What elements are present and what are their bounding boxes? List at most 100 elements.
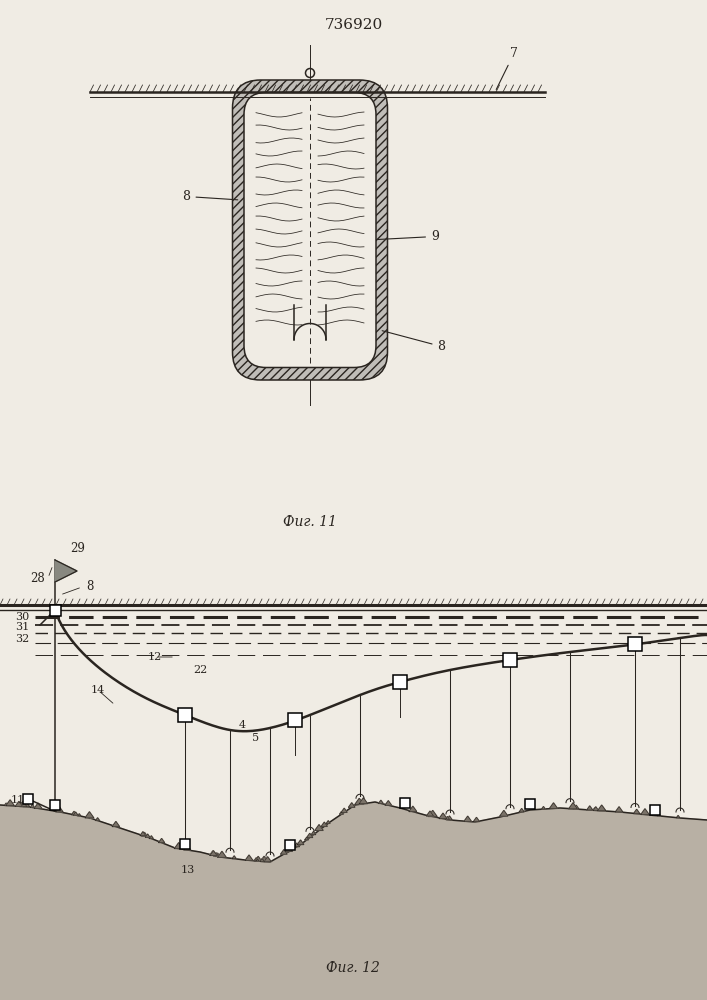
Polygon shape <box>149 836 153 839</box>
Polygon shape <box>232 856 236 859</box>
Polygon shape <box>339 811 344 814</box>
Polygon shape <box>615 807 623 812</box>
Polygon shape <box>89 815 93 818</box>
Polygon shape <box>597 805 606 811</box>
Polygon shape <box>439 813 447 819</box>
Polygon shape <box>23 802 30 807</box>
Text: 28: 28 <box>30 572 45 584</box>
Bar <box>285 840 295 850</box>
Polygon shape <box>359 798 368 804</box>
Polygon shape <box>112 821 119 827</box>
Polygon shape <box>6 800 14 806</box>
Polygon shape <box>210 851 216 855</box>
Polygon shape <box>633 809 640 814</box>
Polygon shape <box>593 807 597 810</box>
Polygon shape <box>464 816 472 821</box>
Polygon shape <box>71 811 76 815</box>
Polygon shape <box>158 838 165 843</box>
Polygon shape <box>305 837 308 840</box>
Polygon shape <box>34 803 42 808</box>
Bar <box>180 839 190 849</box>
Polygon shape <box>285 846 293 851</box>
Text: 9: 9 <box>370 230 439 243</box>
Text: 13: 13 <box>181 865 195 875</box>
Bar <box>178 708 192 722</box>
Polygon shape <box>568 803 578 809</box>
Polygon shape <box>4 803 8 805</box>
Bar <box>525 799 535 809</box>
Text: 30: 30 <box>15 612 29 622</box>
Polygon shape <box>218 851 226 857</box>
Polygon shape <box>215 853 220 856</box>
Polygon shape <box>264 857 271 862</box>
Polygon shape <box>78 814 81 816</box>
Bar <box>393 675 407 689</box>
Polygon shape <box>653 811 659 816</box>
Bar <box>650 804 660 814</box>
Polygon shape <box>256 859 259 861</box>
Polygon shape <box>321 822 327 826</box>
FancyBboxPatch shape <box>233 80 387 380</box>
Polygon shape <box>74 812 78 815</box>
Polygon shape <box>175 843 183 849</box>
Bar <box>400 798 410 808</box>
Text: Фиг. 12: Фиг. 12 <box>326 961 380 975</box>
Polygon shape <box>355 798 363 804</box>
Text: 736920: 736920 <box>325 18 383 32</box>
Text: Фиг. 11: Фиг. 11 <box>283 515 337 529</box>
Polygon shape <box>341 808 347 812</box>
Polygon shape <box>426 811 433 816</box>
Bar <box>628 637 642 651</box>
Text: 31: 31 <box>15 622 29 632</box>
Polygon shape <box>255 856 262 861</box>
Bar <box>49 604 61 615</box>
Text: 8: 8 <box>382 331 445 353</box>
Polygon shape <box>378 800 383 803</box>
Polygon shape <box>641 809 649 814</box>
Text: 29: 29 <box>71 542 86 554</box>
Polygon shape <box>85 812 94 818</box>
Polygon shape <box>184 845 191 850</box>
Polygon shape <box>281 850 287 854</box>
Polygon shape <box>677 815 680 818</box>
Bar <box>23 794 33 804</box>
Polygon shape <box>573 805 579 809</box>
Polygon shape <box>587 806 592 810</box>
Polygon shape <box>30 804 35 807</box>
Polygon shape <box>445 816 450 819</box>
Polygon shape <box>56 807 63 812</box>
Bar <box>503 653 517 667</box>
Polygon shape <box>146 834 150 837</box>
Text: 7: 7 <box>496 47 518 90</box>
Text: 11: 11 <box>11 795 25 805</box>
Polygon shape <box>542 806 545 809</box>
Polygon shape <box>409 806 416 812</box>
Polygon shape <box>658 814 660 816</box>
Polygon shape <box>254 858 259 861</box>
Polygon shape <box>519 808 524 812</box>
Polygon shape <box>593 807 598 810</box>
Text: 5: 5 <box>252 733 259 743</box>
Text: 22: 22 <box>193 665 207 675</box>
Polygon shape <box>210 851 217 855</box>
Text: 32: 32 <box>15 634 29 644</box>
Polygon shape <box>549 803 558 808</box>
Text: 8: 8 <box>86 580 94 593</box>
Polygon shape <box>260 856 268 862</box>
Polygon shape <box>16 801 23 806</box>
Polygon shape <box>141 832 147 836</box>
Polygon shape <box>350 804 354 807</box>
Polygon shape <box>260 859 264 861</box>
Bar <box>288 713 302 727</box>
Polygon shape <box>286 850 289 852</box>
Polygon shape <box>447 816 452 820</box>
Polygon shape <box>297 840 304 845</box>
Bar <box>50 800 60 810</box>
Polygon shape <box>262 859 265 861</box>
Polygon shape <box>95 818 100 821</box>
Text: 14: 14 <box>91 685 105 695</box>
Polygon shape <box>385 801 392 805</box>
Text: 4: 4 <box>238 720 245 730</box>
Polygon shape <box>428 810 437 817</box>
Polygon shape <box>600 807 606 811</box>
